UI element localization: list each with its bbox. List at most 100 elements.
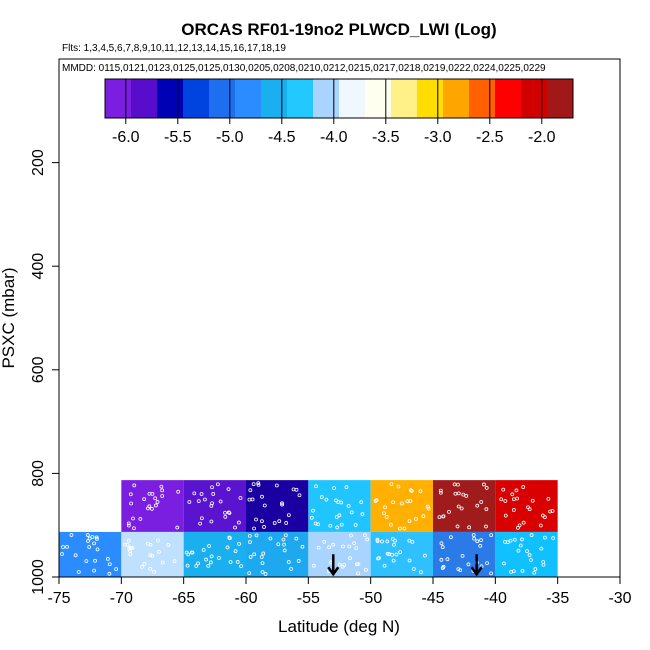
sample-marker [449, 535, 453, 540]
y-tick-label: 800 [30, 460, 47, 487]
sample-marker [479, 538, 483, 543]
sample-marker [123, 542, 127, 547]
sample-marker [464, 494, 469, 498]
colorbar-tick-label: -3.0 [424, 129, 452, 146]
sample-marker [237, 541, 241, 546]
sample-marker [353, 523, 358, 527]
sample-marker [261, 551, 266, 556]
sample-marker [196, 561, 200, 566]
sample-marker [514, 488, 519, 493]
sample-marker [114, 567, 119, 571]
sample-marker [391, 500, 395, 505]
x-tick-label: -35 [546, 590, 569, 607]
sample-marker [105, 557, 110, 561]
sample-marker [438, 488, 443, 493]
sample-marker [384, 515, 389, 519]
sample-marker [61, 545, 65, 549]
sample-marker [517, 523, 522, 528]
sample-marker [281, 537, 286, 542]
sample-marker [239, 564, 243, 569]
colorbar-frame [104, 78, 574, 119]
sample-marker [233, 525, 237, 530]
sample-marker [398, 526, 402, 531]
sample-marker [311, 508, 315, 513]
sample-marker [166, 543, 171, 547]
colorbar-swatch [183, 79, 210, 118]
sample-marker [262, 503, 267, 508]
sample-marker [107, 571, 112, 576]
x-tick-label: -30 [608, 590, 631, 607]
sample-marker [489, 571, 493, 576]
sample-marker [150, 553, 155, 558]
sample-marker [499, 497, 504, 502]
sample-marker [456, 567, 461, 571]
sample-marker [204, 557, 209, 562]
sample-marker [467, 525, 472, 530]
sample-marker [248, 488, 253, 493]
sample-marker [160, 494, 165, 498]
sample-marker [148, 566, 153, 571]
sample-marker [471, 533, 476, 537]
sample-marker [263, 572, 268, 576]
sample-marker [459, 506, 464, 511]
sample-marker [286, 560, 291, 564]
sample-marker [456, 504, 461, 509]
sample-marker [529, 533, 534, 537]
sample-marker [505, 540, 510, 545]
colorbar-tick-label: -5.5 [164, 129, 192, 146]
sample-marker [375, 537, 380, 542]
sample-marker [339, 500, 343, 505]
sample-marker [365, 537, 370, 542]
sample-marker [127, 538, 131, 543]
x-tick-label: -70 [110, 590, 133, 607]
sample-marker [479, 500, 484, 504]
sample-marker [455, 524, 460, 529]
colorbar-swatch [469, 79, 496, 118]
sample-marker [521, 485, 526, 489]
sample-marker [128, 492, 133, 497]
sample-marker [297, 493, 302, 498]
sample-marker [339, 522, 344, 527]
sample-marker [421, 514, 426, 519]
sample-marker [388, 522, 393, 527]
sample-marker [359, 500, 364, 505]
sample-marker [508, 538, 513, 543]
sample-marker [409, 488, 414, 493]
sample-marker [260, 519, 264, 524]
sample-marker [331, 542, 336, 547]
sample-marker [311, 563, 316, 568]
colorbar-swatch [391, 79, 418, 118]
sample-marker [280, 502, 284, 507]
sample-marker [300, 544, 305, 549]
sample-marker [438, 490, 443, 495]
sample-marker [484, 524, 488, 529]
sample-marker [341, 544, 345, 549]
sample-marker [251, 482, 256, 486]
sample-marker [192, 491, 197, 496]
sample-marker [85, 533, 90, 537]
sample-marker [439, 541, 444, 546]
sample-marker [228, 560, 233, 564]
x-axis: -75 -70 -65 -60 -55 -50 -45 -40 -35 -30 [47, 576, 632, 607]
sample-marker [282, 542, 286, 547]
sample-marker [348, 556, 352, 561]
sample-marker [238, 496, 243, 500]
sample-marker [95, 536, 99, 541]
sample-marker [347, 544, 352, 549]
sample-marker [453, 491, 458, 496]
colorbar-swatch [157, 79, 184, 118]
sample-marker [335, 525, 340, 530]
sample-marker [153, 496, 158, 501]
sample-marker [132, 526, 136, 531]
sample-marker [260, 561, 265, 566]
sample-marker [209, 519, 214, 524]
colorbar-swatch [313, 79, 340, 118]
colorbar-swatch [495, 79, 522, 118]
sample-marker [360, 512, 365, 517]
sample-marker [211, 492, 216, 496]
sample-marker [199, 492, 204, 496]
sample-marker [314, 484, 318, 489]
sample-marker [447, 509, 451, 514]
sample-marker [272, 521, 277, 525]
